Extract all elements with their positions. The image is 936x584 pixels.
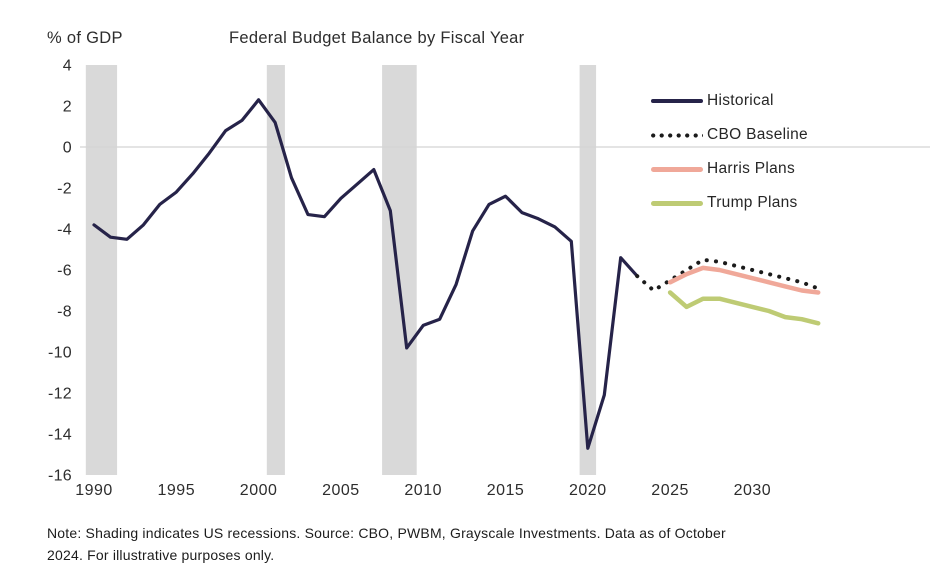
legend-item-trump-plans: Trump Plans [651,186,891,220]
y-tick-label: 2 [63,99,72,116]
legend-label: Historical [707,92,774,109]
recession-band [579,65,597,475]
y-tick-label: -8 [57,304,72,321]
y-tick-label: -12 [48,386,72,403]
y-axis-title: % of GDP [47,29,123,47]
x-tick-label: 2005 [322,482,360,499]
y-tick-label: -10 [48,345,72,362]
series-trump-plans [667,290,821,326]
source-note-line-2: 2024. For illustrative purposes only. [47,546,275,563]
legend-item-harris-plans: Harris Plans [651,152,891,186]
chart-title: Federal Budget Balance by Fiscal Year [229,29,525,47]
y-tick-label: -4 [57,222,72,239]
y-tick-label: -14 [48,427,72,444]
y-tick-label: 0 [63,140,72,157]
legend-label: Trump Plans [707,194,798,211]
y-tick-label: -2 [57,181,72,198]
legend-item-cbo-baseline: CBO Baseline [651,118,891,152]
source-note-line-1: Note: Shading indicates US recessions. S… [47,525,726,541]
y-tick-label: 4 [63,58,72,75]
x-tick-label: 2010 [404,482,442,499]
source-note: Note: Shading indicates US recessions. S… [47,523,907,566]
x-tick-label: 1995 [158,482,196,499]
x-tick-label: 2030 [734,482,772,499]
legend-label: CBO Baseline [707,126,808,143]
x-tick-label: 1990 [75,482,113,499]
chart-legend: Historical CBO Baseline Harris Plans Tru… [651,84,891,220]
recession-band [266,65,285,475]
legend-item-historical: Historical [651,84,891,118]
x-tick-label: 2000 [240,482,278,499]
x-tick-label: 2015 [487,482,525,499]
x-tick-label: 2025 [651,482,689,499]
legend-label: Harris Plans [707,160,796,177]
harris-plans-line-swatch [651,166,703,172]
recession-band [382,65,417,475]
trump-plans-line-swatch [651,200,703,206]
y-tick-label: -16 [48,468,72,485]
series-historical [92,98,639,450]
recession-band [85,65,118,475]
series-harris-plans [667,265,821,295]
cbo-baseline-dotted-swatch [651,132,703,138]
series-cbo-baseline [635,257,821,293]
x-tick-label: 2020 [569,482,607,499]
historical-line-swatch [651,99,703,103]
y-tick-label: -6 [57,263,72,280]
